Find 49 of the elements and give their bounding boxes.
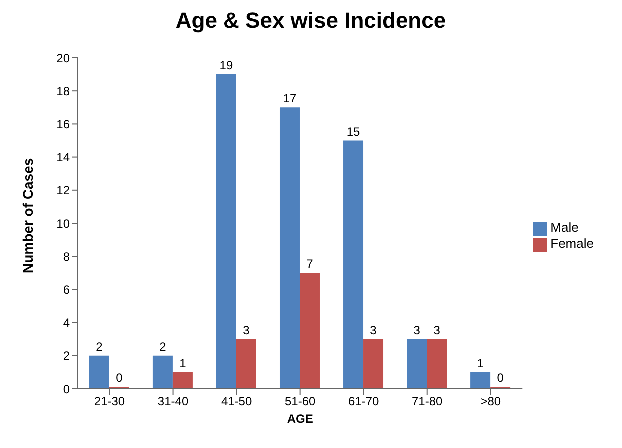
x-tick-label: 31-40 [158,394,189,409]
data-label: 1 [180,356,187,370]
y-tick-label: 16 [56,117,70,132]
y-tick-label: 6 [63,282,70,297]
x-tick-label: 51-60 [284,394,316,409]
y-tick-label: 12 [56,184,70,198]
data-label: 3 [243,323,250,338]
bar [300,273,320,389]
y-tick-label: 4 [63,316,70,330]
bar [216,74,236,389]
data-label: 17 [283,92,297,106]
data-label: 2 [96,340,104,354]
y-tick-label: 2 [63,349,70,364]
legend-label: Male [550,220,579,236]
x-tick-label: 41-50 [221,394,252,409]
x-tick-label: >80 [480,394,502,409]
data-label: 0 [116,371,124,385]
x-tick-label: 71-80 [412,394,444,409]
chart-title: Age & Sex wise Incidence [174,8,448,35]
data-label: 19 [220,58,234,73]
x-tick-label: 61-70 [348,394,380,409]
bar [407,339,428,389]
bar [89,356,110,389]
y-tick-label: 0 [63,382,70,396]
bar [152,356,173,389]
bar [172,372,193,389]
y-tick-label: 20 [56,51,70,66]
y-tick-label: 8 [63,250,70,264]
data-label: 7 [306,257,314,272]
data-label: 2 [160,340,167,354]
y-tick-label: 10 [56,216,70,231]
data-label: 3 [370,323,378,338]
bar [364,339,384,389]
data-label: 3 [414,323,421,338]
y-axis-title: Number of Cases [20,158,36,274]
legend-label: Female [550,236,594,251]
bar [236,339,256,389]
y-tick-label: 14 [56,150,70,165]
y-tick-label: 18 [56,84,70,98]
bar [470,372,491,389]
data-label: 15 [346,124,361,139]
data-label: 1 [477,356,484,370]
bar [427,339,448,389]
data-label: 3 [434,323,441,338]
x-axis-title: AGE [287,412,314,426]
x-tick-label: 21-30 [94,394,126,409]
bar [344,140,364,389]
data-label: 0 [497,371,504,385]
bar [280,108,300,389]
